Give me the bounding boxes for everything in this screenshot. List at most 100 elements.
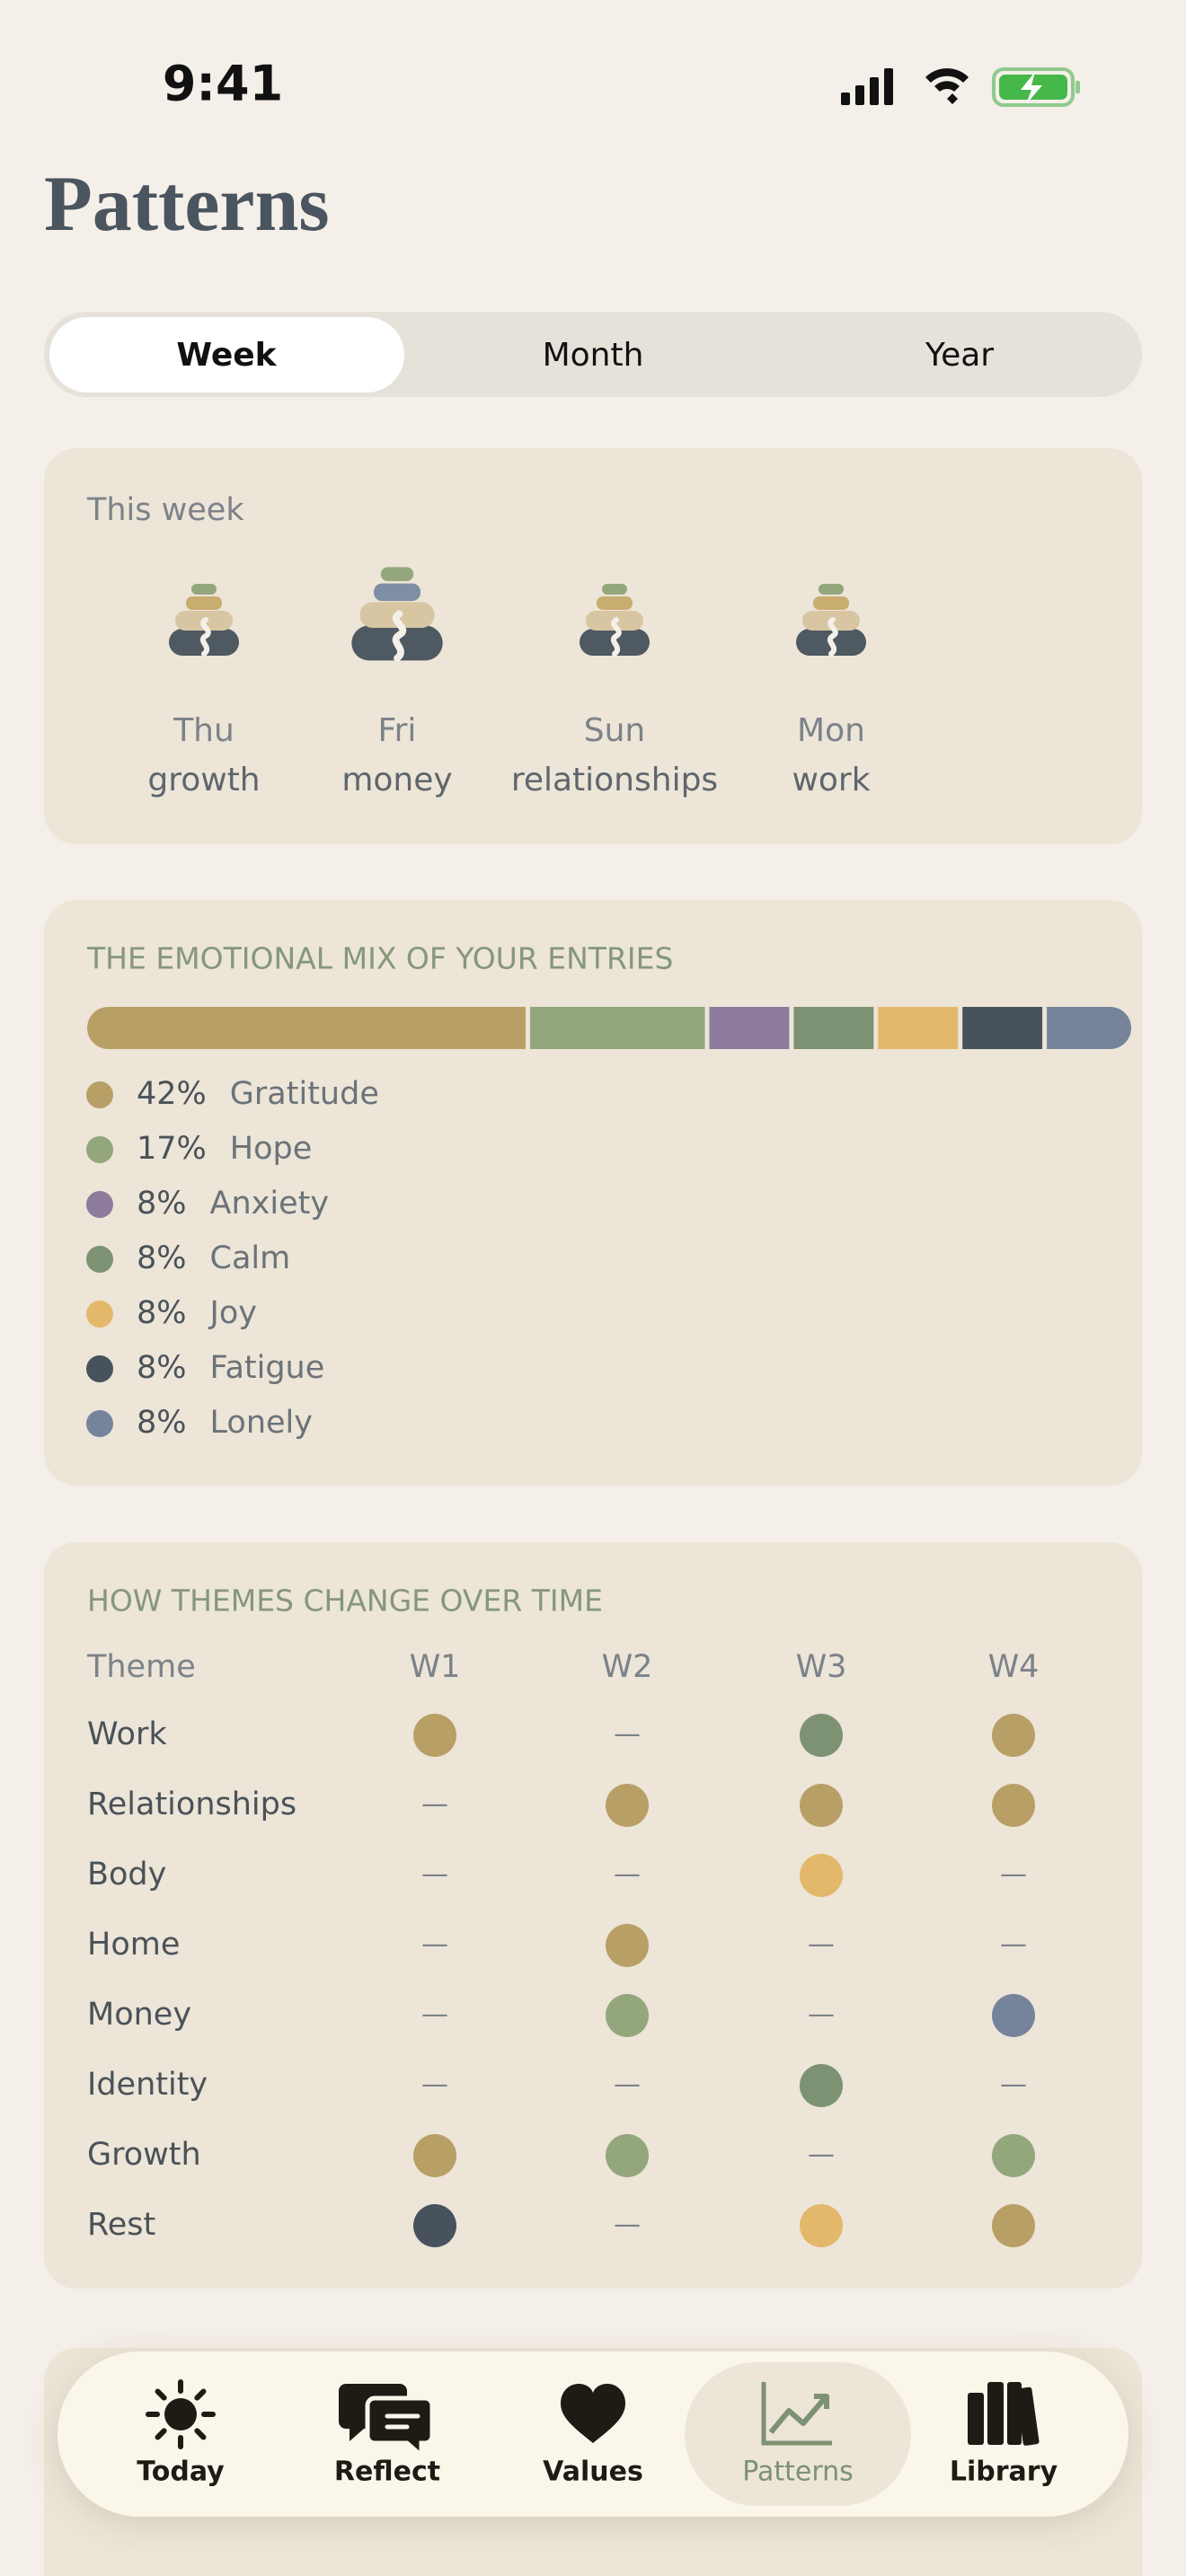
- stone-mark: [610, 617, 622, 657]
- empty-cell: —: [614, 2210, 641, 2241]
- tab-label[interactable]: Reflect: [334, 2457, 440, 2488]
- stone: [813, 596, 849, 610]
- theme-label: growth: [147, 762, 260, 798]
- theme-dot: [606, 1784, 649, 1827]
- tab-label[interactable]: Library: [950, 2457, 1058, 2488]
- legend-entry: 8% Anxiety: [137, 1186, 329, 1222]
- section-heading: THE EMOTIONAL MIX OF YOUR ENTRIES: [86, 941, 673, 976]
- legend-name: Anxiety: [210, 1186, 330, 1222]
- stone-stack: [580, 584, 650, 657]
- mix-segment: [87, 1007, 526, 1049]
- stone: [602, 584, 627, 595]
- empty-cell: —: [421, 1929, 448, 1961]
- column-header: W1: [410, 1649, 461, 1685]
- themes-grid: Theme W1 W2 W3 W4 Work — Relationships — Body — — — H…: [86, 1649, 1039, 2247]
- icon: [194, 2388, 207, 2401]
- icon: [968, 2393, 984, 2445]
- legend-dot: [86, 1410, 113, 1437]
- status-icons: [841, 67, 1080, 107]
- legend-value: 8%: [137, 1350, 187, 1386]
- segment-label[interactable]: Week: [176, 337, 277, 374]
- icon: [768, 2394, 829, 2434]
- tab-icon: [146, 2379, 216, 2449]
- theme-dot: [800, 1854, 843, 1897]
- legend-value: 42%: [137, 1076, 207, 1112]
- stone: [597, 596, 633, 610]
- empty-cell: —: [808, 2139, 835, 2171]
- legend-dot: [86, 1301, 113, 1328]
- theme-dot: [413, 2134, 456, 2177]
- column-header: W2: [602, 1649, 653, 1685]
- day-label: Thu: [173, 712, 235, 749]
- legend-dot: [86, 1191, 113, 1218]
- theme-dot: [992, 2204, 1035, 2247]
- empty-cell: —: [421, 1789, 448, 1821]
- day-label: Mon: [797, 712, 865, 749]
- icon: [155, 2428, 167, 2440]
- segment-label[interactable]: Month: [543, 337, 644, 374]
- empty-cell: —: [421, 2069, 448, 2101]
- empty-cell: —: [421, 1859, 448, 1891]
- stone-mark: [827, 617, 838, 657]
- legend-entry: 42% Gratitude: [137, 1076, 379, 1112]
- stone: [191, 584, 217, 595]
- legend-dot: [86, 1355, 113, 1382]
- theme-dot: [992, 1714, 1035, 1757]
- day-label: Fri: [378, 712, 417, 749]
- tab-selected: [685, 2362, 911, 2506]
- row-label: Home: [87, 1927, 180, 1963]
- row-label: Growth: [87, 2137, 201, 2173]
- theme-dot: [413, 2204, 456, 2247]
- icon: [385, 2413, 420, 2430]
- theme-label: money: [341, 762, 452, 798]
- tab-label[interactable]: Today: [137, 2457, 225, 2488]
- row-label: Money: [87, 1997, 191, 2033]
- theme-label: relationships: [511, 762, 718, 798]
- emotional-mix-card: [44, 900, 1142, 1486]
- legend-value: 8%: [137, 1295, 187, 1331]
- tab-icon: [761, 2382, 832, 2446]
- day-label: Sun: [584, 712, 645, 749]
- icon: [194, 2428, 207, 2440]
- tab-icon: [561, 2384, 625, 2443]
- legend-entry: 8% Calm: [137, 1240, 290, 1276]
- icon: [1015, 2386, 1040, 2446]
- row-label: Body: [87, 1857, 166, 1892]
- row-label: Identity: [87, 2067, 208, 2103]
- tab-icon: [339, 2384, 435, 2461]
- column-header: W3: [796, 1649, 847, 1685]
- legend-name: Gratitude: [230, 1076, 379, 1112]
- theme-label: work: [792, 762, 870, 798]
- stone-stack: [169, 584, 239, 657]
- legend-entry: 8% Joy: [137, 1295, 257, 1331]
- theme-dot: [800, 1714, 843, 1757]
- empty-cell: —: [614, 1859, 641, 1891]
- legend-name: Calm: [210, 1240, 291, 1276]
- empty-cell: —: [808, 1929, 835, 1961]
- empty-cell: —: [1000, 2069, 1027, 2101]
- row-label: Rest: [87, 2207, 155, 2243]
- stone: [819, 584, 844, 595]
- legend-value: 17%: [137, 1131, 207, 1167]
- empty-cell: —: [808, 1999, 835, 2031]
- theme-dot: [992, 2134, 1035, 2177]
- section-heading: HOW THEMES CHANGE OVER TIME: [87, 1584, 603, 1619]
- empty-cell: —: [614, 1719, 641, 1751]
- empty-cell: —: [1000, 1929, 1027, 1961]
- empty-cell: —: [1000, 1859, 1027, 1891]
- mix-segment: [529, 1007, 705, 1049]
- mix-segment: [878, 1007, 959, 1049]
- legend-value: 8%: [137, 1186, 187, 1222]
- legend-dot: [86, 1081, 113, 1108]
- theme-dot: [992, 1994, 1035, 2037]
- segment-label[interactable]: Year: [925, 337, 994, 374]
- theme-dot: [413, 1714, 456, 1757]
- row-label: Relationships: [87, 1786, 296, 1822]
- tab-icon: [968, 2382, 1040, 2446]
- card-title: This week: [86, 492, 244, 528]
- legend-dot: [86, 1136, 113, 1163]
- legend-name: Hope: [230, 1131, 312, 1167]
- tab-label[interactable]: Values: [543, 2457, 643, 2488]
- tab-label[interactable]: Patterns: [742, 2457, 854, 2488]
